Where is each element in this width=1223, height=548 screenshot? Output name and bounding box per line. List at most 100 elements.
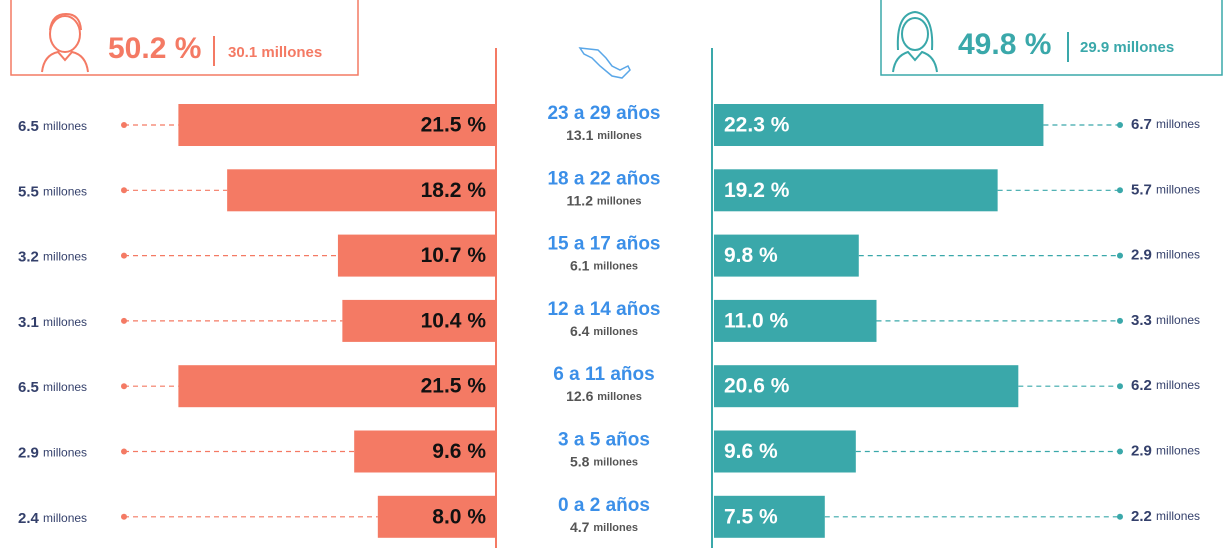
unit: millones	[1156, 444, 1200, 458]
leader-dot	[1117, 122, 1123, 128]
male-population: 30.1 millones	[228, 44, 322, 61]
female-header-box	[880, 0, 1223, 76]
count-label: 6.5 millones	[18, 118, 87, 135]
count-label: 3.2 millones	[18, 249, 87, 266]
value-label: 18.2 %	[421, 179, 487, 202]
count-label: 6.2 millones	[1131, 377, 1200, 394]
unit: millones	[597, 391, 642, 403]
bar	[377, 495, 496, 538]
category-label: 18 a 22 años	[547, 168, 660, 189]
unit: millones	[593, 261, 638, 273]
value-label: 22.3 %	[724, 114, 790, 137]
bar	[714, 299, 877, 342]
unit: millones	[43, 446, 87, 460]
bar	[337, 234, 496, 277]
category-label: 6 a 11 años	[553, 364, 654, 385]
bar	[714, 495, 825, 538]
bar	[354, 430, 496, 473]
leader-dot	[121, 317, 127, 324]
male-icon	[41, 12, 89, 73]
value: 2.9	[1131, 442, 1152, 459]
value-label: 19.2 %	[724, 179, 790, 202]
value-label: 11.0 %	[724, 309, 789, 332]
count-label: 5.5 millones	[18, 183, 87, 200]
value-label: 21.5 %	[421, 375, 487, 398]
unit: millones	[1156, 313, 1200, 327]
value: 29.9	[1080, 39, 1109, 56]
leader-dot	[121, 187, 127, 194]
unit: millones	[1156, 248, 1200, 262]
unit: millones	[1156, 509, 1200, 523]
bar	[714, 169, 998, 212]
male-share: 50.2 %	[108, 32, 201, 65]
leader-dot	[1117, 252, 1123, 259]
category-total: 5.8 millones	[570, 453, 638, 469]
value-label: 20.6 %	[724, 375, 790, 398]
leader-dot	[121, 383, 127, 390]
value: 5.8	[570, 453, 590, 469]
unit: millones	[1113, 39, 1174, 56]
map-icon	[578, 47, 631, 79]
count-label: 2.9 millones	[1131, 247, 1200, 264]
bar	[227, 169, 497, 212]
value-label: 8.0 %	[432, 505, 486, 528]
unit: millones	[261, 44, 322, 61]
value: 2.9	[18, 444, 39, 461]
value-label: 7.5 %	[724, 505, 778, 528]
value: 6.2	[1131, 377, 1152, 394]
value-label: 9.6 %	[724, 440, 778, 463]
category-total: 6.4 millones	[570, 323, 638, 339]
leader-dot	[1117, 383, 1123, 390]
unit: millones	[593, 456, 638, 468]
value: 12.6	[566, 388, 593, 404]
value: 5.7	[1131, 181, 1152, 198]
value: 11.2	[567, 192, 594, 208]
bar	[714, 365, 1019, 408]
unit: millones	[43, 119, 87, 133]
count-label: 2.9 millones	[1131, 442, 1200, 459]
value-label: 9.6 %	[432, 440, 486, 463]
bar	[178, 365, 497, 408]
unit: millones	[593, 326, 638, 338]
leader-dot	[1117, 317, 1123, 324]
category-label: 0 a 2 años	[558, 495, 650, 516]
unit: millones	[1156, 117, 1200, 131]
unit: millones	[593, 522, 638, 534]
bar	[714, 104, 1044, 146]
value: 3.2	[18, 249, 39, 266]
category-total: 11.2 millones	[567, 192, 642, 208]
bar	[714, 234, 859, 277]
category-total: 13.1 millones	[566, 127, 642, 143]
count-label: 6.5 millones	[18, 379, 87, 396]
unit: millones	[597, 130, 642, 142]
leader-dot	[121, 122, 127, 128]
count-label: 6.7 millones	[1131, 116, 1200, 133]
value: 6.4	[570, 323, 590, 339]
value: 6.7	[1131, 116, 1152, 133]
value: 6.5	[18, 118, 39, 135]
male-header-box	[10, 0, 359, 76]
unit: millones	[43, 511, 87, 525]
unit: millones	[597, 195, 642, 207]
value: 3.3	[1131, 312, 1152, 329]
unit: millones	[1156, 182, 1200, 196]
female-share: 49.8 %	[958, 28, 1051, 61]
value: 2.9	[1131, 247, 1152, 264]
unit: millones	[43, 250, 87, 264]
leader-dot	[121, 513, 127, 520]
unit: millones	[43, 380, 87, 394]
female-population: 29.9 millones	[1080, 39, 1174, 56]
value: 13.1	[566, 127, 593, 143]
value: 6.5	[18, 379, 39, 396]
female-icon	[892, 10, 938, 73]
value: 2.4	[18, 510, 40, 527]
value-label: 10.7 %	[421, 244, 487, 267]
count-label: 3.3 millones	[1131, 312, 1200, 329]
value: 3.1	[18, 314, 39, 331]
value: 6.1	[570, 257, 590, 273]
leader-dot	[1117, 187, 1123, 194]
unit: millones	[43, 184, 87, 198]
count-label: 2.2 millones	[1131, 508, 1200, 525]
value: 2.2	[1131, 508, 1152, 525]
